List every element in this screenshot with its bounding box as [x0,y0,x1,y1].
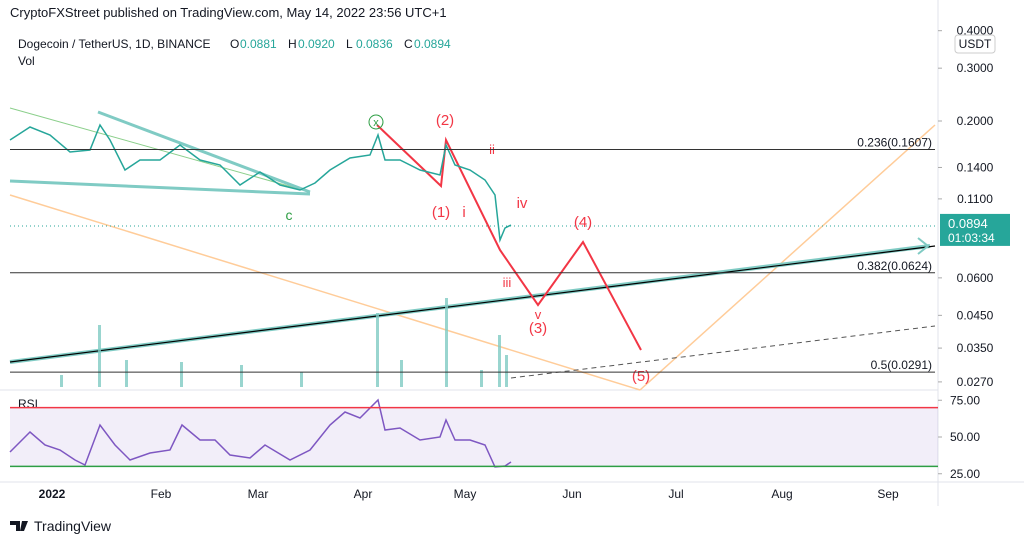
projection [510,325,936,379]
ohlc-value: 0.0836 [356,37,393,51]
time-label: Jul [668,487,683,501]
ohlc-value: 0.0920 [298,37,335,51]
fib-label: 0.382(0.0624) [857,259,932,273]
rsi-tick-label: 25.00 [950,467,980,481]
price-line [9,123,512,243]
price-tick-label: 0.1100 [957,192,993,206]
trendline [97,110,311,194]
time-label: 2022 [39,487,66,501]
rsi-line [9,398,512,468]
volume [60,298,508,387]
price-tick-label: 0.3000 [957,61,994,75]
time-label: Feb [151,487,172,501]
ohlc-value: 0.0881 [240,37,277,51]
fib-label: 0.236(0.1607) [857,136,932,150]
symbol: Dogecoin / TetherUS, 1D, BINANCE [18,37,211,51]
time-label: Sep [877,487,899,501]
trendline [9,194,641,391]
last-price-box [940,213,1010,246]
ohlc: O 0.0881 H 0.0920 L 0.0836 C 0.0894 [230,37,451,51]
time-label: Apr [354,487,373,501]
wave-label: x [373,117,379,129]
wave-label: v [535,307,542,322]
rsi-tick-label: 50.00 [950,430,980,444]
time-label: May [454,487,477,501]
wave-label: (5) [632,368,650,385]
last-price-label: 0.0894 [948,216,988,231]
logo [10,521,28,531]
time-label: Mar [248,487,269,501]
ohlc-value: 0.0894 [414,37,451,51]
wave-label: iv [517,195,528,212]
time-label: Jun [562,487,581,501]
trendline [9,245,936,363]
price-tick-label: 0.0350 [957,341,994,355]
wave-label: (1) [432,204,450,221]
wave-label: i [462,204,465,221]
rsi-tick-label: 75.00 [950,393,980,407]
wave-label: c [286,207,293,223]
currency-box [954,34,996,54]
currency: USDT [959,37,992,51]
countdown: 01:03:34 [948,231,995,245]
price-tick-label: 0.0270 [957,375,994,389]
ohlc-key: C [404,37,413,51]
price-tick-label: 0.1400 [957,160,994,174]
arrow [917,237,930,255]
ohlc-key: L [346,37,353,51]
price-tick-label: 0.4000 [957,24,994,38]
trendline [639,124,936,391]
rsi-band [10,407,938,467]
volume-label: Vol [18,54,35,68]
ohlc-key: H [288,37,297,51]
publisher: CryptoFXStreet published on TradingView.… [10,5,447,20]
price-tick-label: 0.0450 [957,308,994,322]
wave-label: (2) [436,112,454,129]
fib-label: 0.5(0.0291) [871,358,932,372]
footer: TradingView [34,518,112,534]
wave-label: (4) [574,214,592,231]
price-tick-label: 0.0600 [957,271,994,285]
wave-label: (3) [529,320,547,337]
wave-circle [368,114,384,130]
ohlc-key: O [230,37,239,51]
trendline [9,179,311,196]
wave-label: iii [503,275,512,290]
wave-path [376,124,642,351]
price-tick-label: 0.2000 [957,114,994,128]
time-label: Aug [771,487,792,501]
